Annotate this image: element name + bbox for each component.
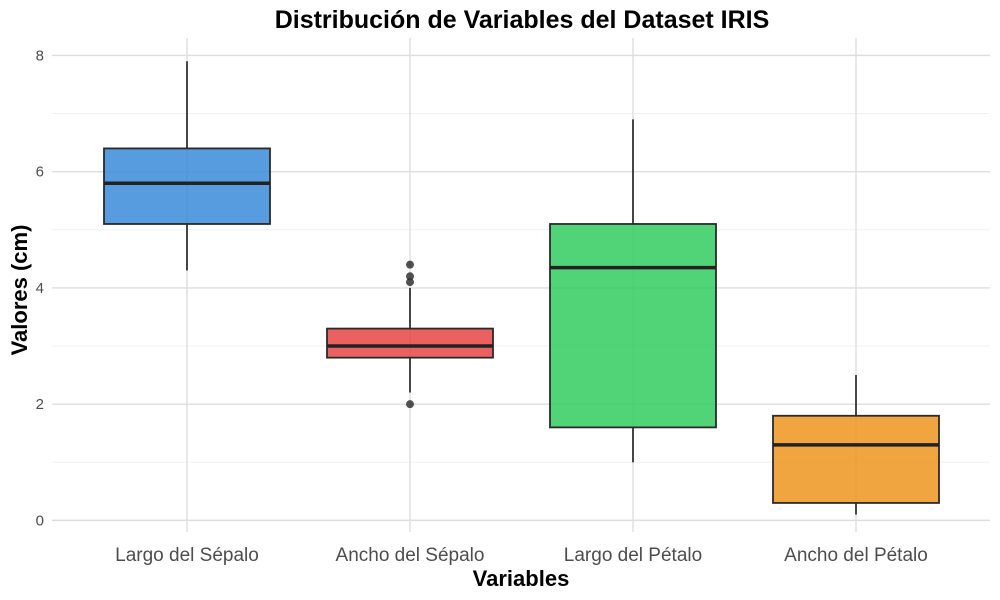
y-axis-title: Valores (cm) <box>7 225 32 356</box>
outlier-point <box>406 260 414 269</box>
x-tick-label: Largo del Pétalo <box>564 545 702 566</box>
outlier-point <box>406 272 414 281</box>
x-axis-title: Variables <box>473 566 570 591</box>
x-tick-label: Largo del Sépalo <box>115 545 259 566</box>
y-axis-ticks: 0 2 4 6 8 <box>36 47 44 529</box>
y-tick-label: 8 <box>36 47 44 64</box>
y-tick-label: 4 <box>36 280 44 297</box>
box <box>103 147 271 225</box>
boxes <box>103 61 940 515</box>
box-group <box>326 260 494 409</box>
box <box>549 223 717 429</box>
x-axis-ticks: Largo del Sépalo Ancho del Sépalo Largo de… <box>115 545 928 566</box>
box <box>772 414 940 504</box>
outlier-point <box>406 278 414 287</box>
outlier-point <box>406 400 414 409</box>
box-group <box>549 119 717 463</box>
box <box>326 327 494 359</box>
box-group <box>103 61 271 271</box>
x-tick-label: Ancho del Pétalo <box>784 545 928 566</box>
x-tick-label: Ancho del Sépalo <box>336 545 485 566</box>
chart-title: Distribución de Variables del Dataset IR… <box>275 6 770 34</box>
y-tick-label: 2 <box>36 396 44 413</box>
y-tick-label: 6 <box>36 164 44 181</box>
y-tick-label: 0 <box>36 512 44 529</box>
box-group <box>772 375 940 515</box>
